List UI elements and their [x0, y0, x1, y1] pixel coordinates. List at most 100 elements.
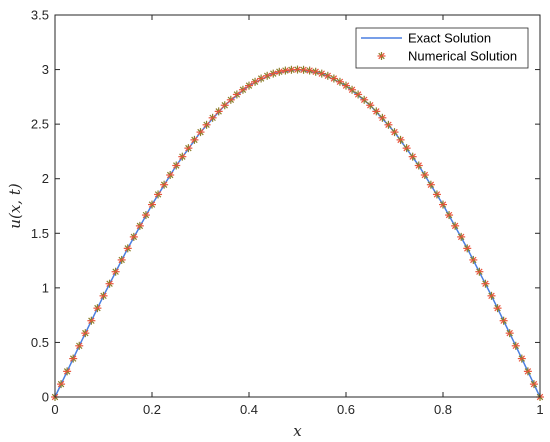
numerical-solution-marker [123, 244, 132, 253]
numerical-solution-marker [372, 107, 381, 116]
numerical-solution-marker [196, 128, 205, 137]
y-tick-label: 1 [42, 280, 49, 295]
numerical-solution-marker [184, 144, 193, 153]
numerical-solution-marker [463, 244, 472, 253]
numerical-solution-marker [390, 128, 399, 137]
numerical-solution-marker [366, 101, 375, 110]
legend-box [355, 27, 529, 69]
numerical-solution-marker [105, 279, 114, 288]
numerical-solution-marker [445, 211, 454, 220]
numerical-solution-marker [281, 66, 290, 75]
y-axis: 0 0.5 1 1.5 2 2.5 3 3.5 [31, 8, 540, 405]
x-tick-label: 0.2 [143, 402, 161, 417]
numerical-solution-marker [384, 120, 393, 129]
numerical-solution-marker [269, 69, 278, 78]
numerical-solution-marker [354, 90, 363, 99]
numerical-solution-marker [220, 101, 229, 110]
x-tick-label: 0.8 [434, 402, 452, 417]
numerical-solution-marker [305, 66, 314, 75]
numerical-solution-marker [511, 341, 520, 350]
y-tick-label: 3 [42, 62, 49, 77]
y-tick-label: 2 [42, 171, 49, 186]
numerical-solution-marker [129, 232, 138, 241]
numerical-solution-marker [251, 77, 260, 86]
x-tick-label: 0 [51, 402, 58, 417]
numerical-solution-marker [323, 71, 332, 80]
numerical-solution-marker [420, 171, 429, 180]
numerical-solution-marker [135, 221, 144, 230]
legend-numerical-label: Numerical Solution [408, 49, 517, 64]
numerical-solution-marker [99, 291, 108, 300]
numerical-solution-marker [81, 329, 90, 338]
numerical-solution-marker [275, 67, 284, 76]
numerical-solution-marker [287, 65, 296, 74]
y-axis-label: u(x, t) [6, 183, 24, 229]
numerical-solution-marker [190, 135, 199, 144]
numerical-solution-marker [69, 354, 78, 363]
y-tick-label: 2.5 [31, 117, 49, 132]
legend-exact-label: Exact Solution [408, 31, 491, 46]
numerical-solution-marker [57, 380, 66, 389]
numerical-solution-marker [160, 180, 169, 189]
numerical-solution-marker [457, 232, 466, 241]
numerical-solution-marker [257, 74, 266, 83]
numerical-solution-marker [342, 81, 350, 90]
numerical-solution-marker [245, 81, 253, 90]
numerical-solution-marker [329, 74, 338, 83]
numerical-solution-marker [208, 113, 217, 122]
numerical-solution-marker [238, 85, 247, 94]
numerical-solution-marker [469, 255, 478, 264]
numerical-solution-marker [505, 329, 514, 338]
numerical-solution-marker [148, 200, 156, 209]
numerical-solution-marker [499, 316, 508, 325]
y-tick-label: 1.5 [31, 226, 49, 241]
legend: Exact Solution Numerical Solution [355, 27, 529, 69]
numerical-solution-marker [414, 161, 423, 170]
numerical-solution-marker [75, 341, 84, 350]
plot-frame [54, 14, 541, 398]
numerical-solution-marker [214, 107, 223, 116]
legend-numerical-swatch [377, 52, 386, 60]
numerical-solution-marker [426, 180, 435, 189]
numerical-solution-marker [493, 304, 502, 313]
numerical-solution-marker [481, 279, 490, 288]
numerical-solution-marker [63, 367, 72, 376]
numerical-solution-marker [487, 291, 496, 300]
numerical-solution-marker [166, 171, 175, 180]
numerical-solution-marker [402, 144, 411, 153]
numerical-solution-marker [263, 71, 272, 80]
y-tick-label: 3.5 [31, 8, 49, 23]
plot-background [55, 15, 540, 397]
numerical-solution-marker [432, 190, 441, 199]
numerical-solution-marker [523, 367, 532, 376]
numerical-solution-marker [408, 152, 417, 161]
numerical-solution-marker [317, 69, 326, 78]
numerical-solution-marker [178, 152, 187, 161]
numerical-solution-marker [439, 200, 447, 209]
numerical-solution-marker [299, 65, 308, 74]
x-tick-label: 1 [536, 402, 543, 417]
numerical-solution-marker [87, 316, 96, 325]
numerical-solution-marker [93, 304, 102, 313]
numerical-solution-marker [111, 267, 120, 276]
numerical-solution-marker [360, 95, 369, 104]
legend-marker-glyph [377, 52, 386, 60]
numerical-solution-marker [311, 67, 320, 76]
x-tick-label: 0.6 [337, 402, 355, 417]
plot-series [51, 65, 544, 401]
x-tick-label: 0.4 [240, 402, 258, 417]
numerical-solution-marker [451, 221, 460, 230]
x-axis: 0 0.2 0.4 0.6 0.8 1 [51, 15, 544, 417]
numerical-solution-marker [529, 380, 538, 389]
numerical-solution-marker [396, 135, 405, 144]
numerical-solution-marker [378, 113, 387, 122]
numerical-solution-marker [141, 211, 150, 220]
numerical-solution-marker [226, 95, 235, 104]
y-tick-label: 0.5 [31, 335, 49, 350]
numerical-solution-marker [172, 161, 181, 170]
x-axis-label: x [293, 422, 302, 440]
numerical-solution-marker [517, 354, 526, 363]
numerical-solution-marker [348, 85, 357, 94]
y-tick-label: 0 [42, 390, 49, 405]
